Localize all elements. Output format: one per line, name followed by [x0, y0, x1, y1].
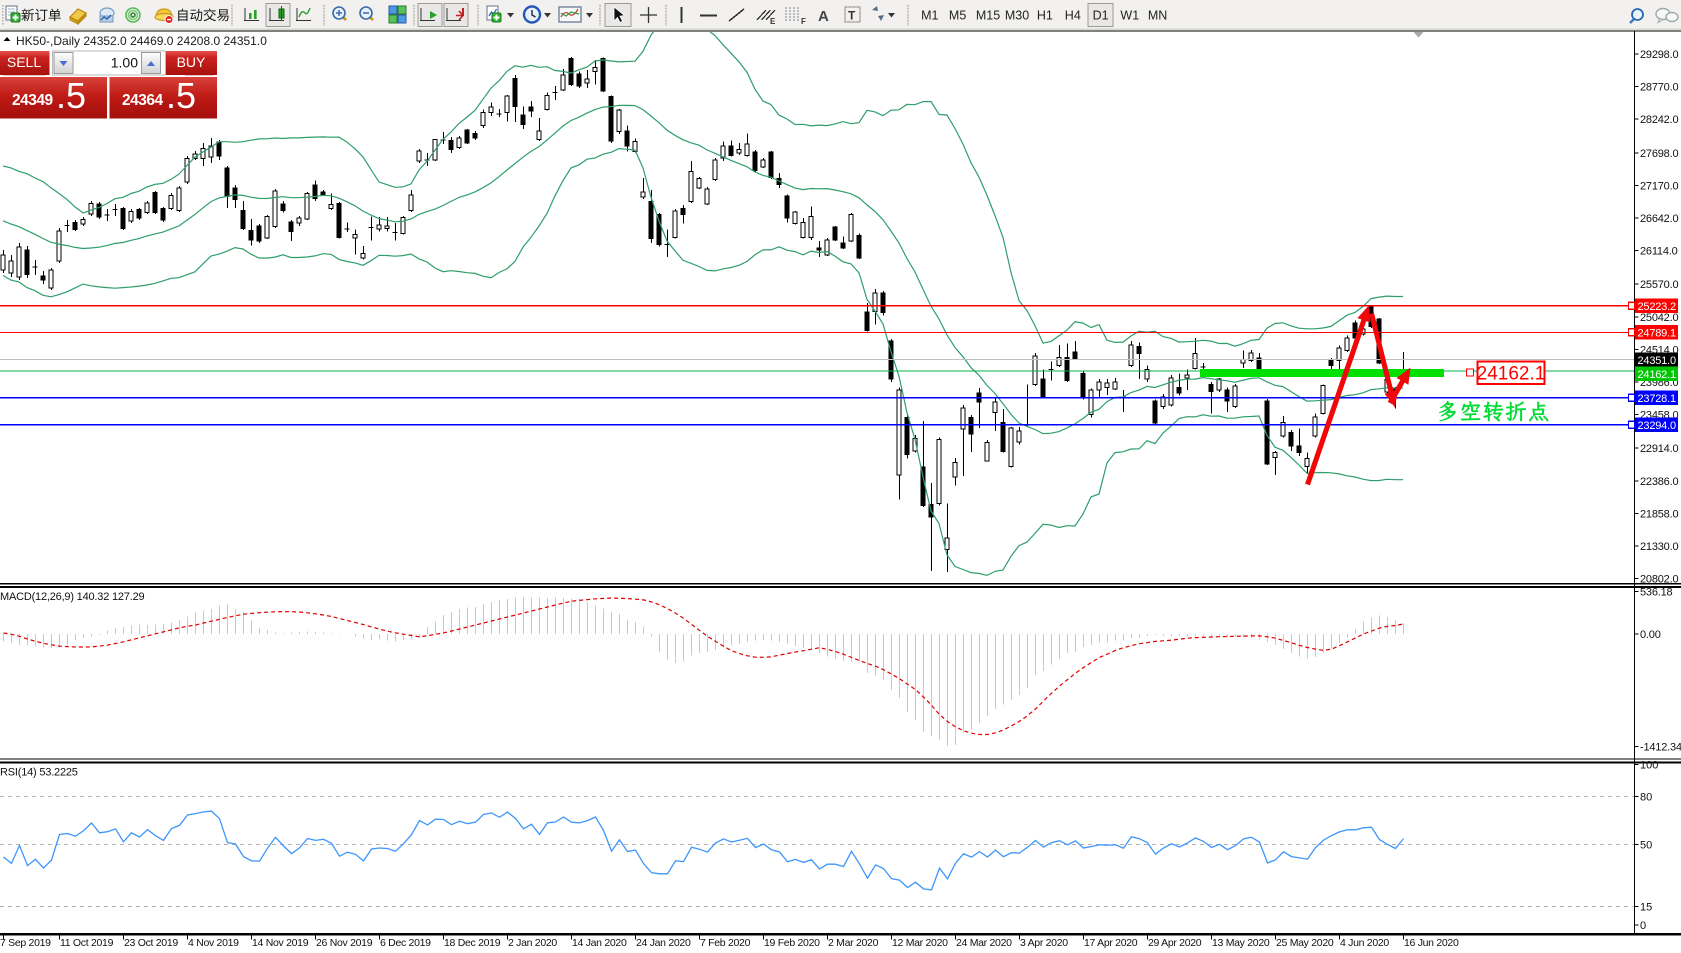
svg-text:14 Jan 2020: 14 Jan 2020 — [572, 937, 627, 949]
svg-text:25223.2: 25223.2 — [1638, 301, 1676, 313]
svg-text:F: F — [801, 17, 806, 26]
svg-text:MN: MN — [1148, 9, 1167, 23]
svg-text:23728.1: 23728.1 — [1638, 393, 1676, 405]
svg-text:2 Jan 2020: 2 Jan 2020 — [508, 937, 557, 949]
svg-text:25042.0: 25042.0 — [1640, 312, 1678, 324]
svg-text:BUY: BUY — [177, 54, 206, 70]
svg-text:1.00: 1.00 — [111, 55, 138, 71]
svg-text:24 Jan 2020: 24 Jan 2020 — [636, 937, 691, 949]
svg-text:4 Jun 2020: 4 Jun 2020 — [1340, 937, 1389, 949]
svg-text:E: E — [770, 17, 776, 26]
svg-text:29 Apr 2020: 29 Apr 2020 — [1148, 937, 1202, 949]
svg-text:25 May 2020: 25 May 2020 — [1276, 937, 1334, 949]
svg-text:A: A — [818, 8, 829, 25]
svg-text:26 Nov 2019: 26 Nov 2019 — [316, 937, 373, 949]
svg-text:12 Mar 2020: 12 Mar 2020 — [892, 937, 948, 949]
svg-text:22386.0: 22386.0 — [1640, 476, 1678, 488]
svg-text:0: 0 — [1640, 920, 1646, 932]
svg-text:.5: .5 — [56, 75, 86, 116]
svg-text:2 Mar 2020: 2 Mar 2020 — [828, 937, 879, 949]
svg-text:50: 50 — [1640, 839, 1652, 851]
svg-text:20802.0: 20802.0 — [1640, 574, 1678, 586]
svg-text:W1: W1 — [1120, 9, 1139, 23]
svg-text:15: 15 — [1640, 901, 1652, 913]
svg-text:23294.0: 23294.0 — [1638, 420, 1676, 432]
svg-text:27698.0: 27698.0 — [1640, 148, 1678, 160]
svg-text:23 Oct 2019: 23 Oct 2019 — [124, 937, 178, 949]
svg-text:27170.0: 27170.0 — [1640, 180, 1678, 192]
svg-text:7 Feb 2020: 7 Feb 2020 — [700, 937, 751, 949]
svg-text:29298.0: 29298.0 — [1640, 49, 1678, 61]
svg-text:24 Mar 2020: 24 Mar 2020 — [956, 937, 1012, 949]
svg-text:7 Sep 2019: 7 Sep 2019 — [0, 937, 51, 949]
svg-text:28242.0: 28242.0 — [1640, 114, 1678, 126]
svg-text:18 Dec 2019: 18 Dec 2019 — [444, 937, 501, 949]
svg-text:21330.0: 21330.0 — [1640, 541, 1678, 553]
svg-text:M1: M1 — [921, 9, 938, 23]
svg-text:536.18: 536.18 — [1640, 586, 1673, 598]
svg-text:3 Apr 2020: 3 Apr 2020 — [1020, 937, 1068, 949]
svg-text:24162.1: 24162.1 — [1477, 364, 1546, 385]
svg-text:14 Nov 2019: 14 Nov 2019 — [252, 937, 309, 949]
svg-text:SELL: SELL — [7, 54, 41, 70]
svg-text:RSI(14) 53.2225: RSI(14) 53.2225 — [0, 767, 78, 779]
svg-text:26642.0: 26642.0 — [1640, 213, 1678, 225]
svg-text:M5: M5 — [949, 9, 966, 23]
svg-text:25570.0: 25570.0 — [1640, 279, 1678, 291]
svg-text:M30: M30 — [1005, 9, 1029, 23]
svg-text:24351.0: 24351.0 — [1638, 355, 1676, 367]
svg-text:80: 80 — [1640, 791, 1652, 803]
svg-text:H4: H4 — [1065, 9, 1081, 23]
svg-text:19 Feb 2020: 19 Feb 2020 — [764, 937, 820, 949]
svg-text:28770.0: 28770.0 — [1640, 82, 1678, 94]
svg-text:24162.1: 24162.1 — [1638, 369, 1676, 381]
svg-text:24789.1: 24789.1 — [1638, 328, 1676, 340]
svg-text:4 Nov 2019: 4 Nov 2019 — [188, 937, 239, 949]
svg-text:MACD(12,26,9) 140.32 127.29: MACD(12,26,9) 140.32 127.29 — [0, 591, 144, 603]
svg-text:D1: D1 — [1093, 9, 1109, 23]
svg-text:22914.0: 22914.0 — [1640, 443, 1678, 455]
svg-text:17 Apr 2020: 17 Apr 2020 — [1084, 937, 1138, 949]
svg-text:6 Dec 2019: 6 Dec 2019 — [380, 937, 431, 949]
svg-text:24349: 24349 — [12, 92, 53, 109]
svg-text:24364: 24364 — [122, 92, 163, 109]
svg-text:.5: .5 — [166, 75, 196, 116]
svg-text:H1: H1 — [1037, 9, 1053, 23]
svg-text:11 Oct 2019: 11 Oct 2019 — [60, 937, 114, 949]
svg-text:HK50-,Daily 24352.0 24469.0 2: HK50-,Daily 24352.0 24469.0 24208.0 2435… — [16, 34, 267, 48]
svg-text:-1412.34: -1412.34 — [1640, 742, 1681, 754]
svg-text:26114.0: 26114.0 — [1640, 246, 1678, 258]
svg-text:0.00: 0.00 — [1640, 629, 1661, 641]
svg-text:100: 100 — [1640, 760, 1658, 772]
svg-text:21858.0: 21858.0 — [1640, 508, 1678, 520]
svg-text:M15: M15 — [976, 9, 1000, 23]
svg-text:16 Jun 2020: 16 Jun 2020 — [1404, 937, 1459, 949]
svg-text:13 May 2020: 13 May 2020 — [1212, 937, 1270, 949]
svg-text:T: T — [848, 9, 856, 23]
